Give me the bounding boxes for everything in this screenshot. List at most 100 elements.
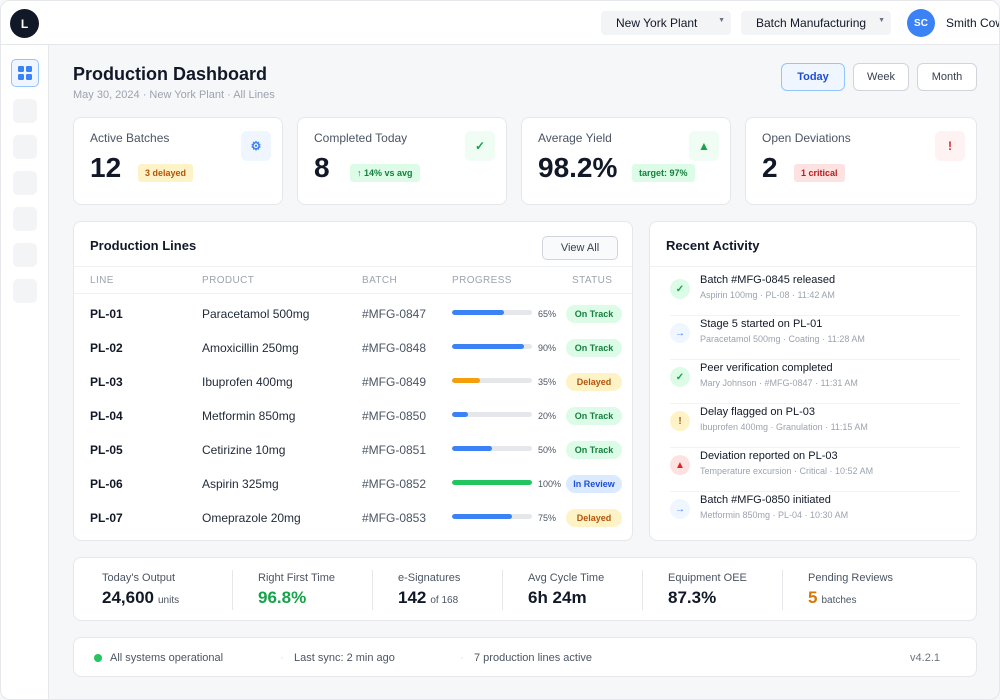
table-row[interactable]: PL-06 Aspirin 325mg #MFG-0852 100% In Review — [74, 466, 632, 500]
activity-item[interactable]: ✓ Batch #MFG-0845 released Aspirin 100mg ·… — [670, 272, 960, 316]
stat-value: 2 — [762, 152, 778, 183]
table-row[interactable]: PL-04 Metformin 850mg #MFG-0850 20% On Track — [74, 398, 632, 432]
activity-item[interactable]: ! Delay flagged on PL-03 Ibuprofen 400mg ·… — [670, 404, 960, 448]
production-lines-panel: Production Lines View All LINE PRODUCT B… — [73, 221, 633, 541]
progress-bar — [452, 344, 532, 349]
mode-select-value: Batch Manufacturing — [756, 16, 867, 30]
progress-percent: 75% — [538, 513, 557, 523]
table-row[interactable]: PL-07 Omeprazole 20mg #MFG-0853 75% Delayed — [74, 500, 632, 534]
activity-item[interactable]: → Batch #MFG-0850 initiated Metformin 850m… — [670, 492, 960, 536]
stat-card-open-deviations[interactable]: Open Deviations 2 1 critical ! — [745, 117, 977, 205]
cell-batch[interactable]: #MFG-0853 — [362, 511, 427, 525]
cell-batch[interactable]: #MFG-0850 — [362, 409, 427, 423]
status-bar: All systems operational · Last sync: 2 m… — [73, 637, 977, 677]
status-badge: In Review — [566, 475, 622, 493]
user-name[interactable]: Smith Cow — [946, 16, 1000, 30]
chevron-down-icon: ▼ — [878, 17, 885, 24]
cell-product: Cetirizine 10mg — [202, 443, 286, 457]
cell-product: Amoxicillin 250mg — [202, 341, 299, 355]
divider — [502, 570, 503, 610]
cell-line: PL-01 — [90, 307, 123, 321]
stat-card-active-batches[interactable]: Active Batches 12 3 delayed ⚙ — [73, 117, 283, 205]
cell-batch[interactable]: #MFG-0847 — [362, 307, 427, 321]
stat-pill: 3 delayed — [138, 164, 194, 182]
cell-batch[interactable]: #MFG-0851 — [362, 443, 427, 457]
stat-card-completed-today[interactable]: Completed Today 8 ↑ 14% vs avg ✓ — [297, 117, 507, 205]
metric-number: 87.3% — [668, 588, 717, 607]
progress-fill — [452, 514, 512, 519]
activity-title: Stage 5 started on PL-01 — [700, 318, 823, 330]
table-row[interactable]: PL-01 Paracetamol 500mg #MFG-0847 65% On Tra… — [74, 296, 632, 330]
sidebar-item-2[interactable] — [13, 99, 37, 123]
cell-batch[interactable]: #MFG-0849 — [362, 375, 427, 389]
stat-value: 12 — [90, 152, 122, 183]
separator: · — [280, 652, 284, 664]
metric-pending-reviews[interactable]: Pending Reviews 5 batches — [808, 572, 893, 608]
stat-pill: 1 critical — [794, 164, 845, 182]
page-subtitle: May 30, 2024 · New York Plant · All Line… — [73, 89, 275, 101]
range-week-button[interactable]: Week — [853, 63, 909, 91]
view-all-button[interactable]: View All — [542, 236, 618, 260]
status-badge: Delayed — [566, 509, 622, 527]
cell-product: Ibuprofen 400mg — [202, 375, 293, 389]
metric-number: 24,600 — [102, 588, 154, 607]
cell-batch[interactable]: #MFG-0848 — [362, 341, 427, 355]
cell-product: Omeprazole 20mg — [202, 511, 301, 525]
progress-bar — [452, 446, 532, 451]
column-header-batch[interactable]: BATCH — [362, 275, 398, 286]
progress-fill — [452, 378, 480, 383]
stat-label: Average Yield — [538, 131, 612, 145]
table-row[interactable]: PL-02 Amoxicillin 250mg #MFG-0848 90% On Tra… — [74, 330, 632, 364]
cell-line: PL-07 — [90, 511, 123, 525]
chevron-down-icon: ▼ — [718, 17, 725, 24]
progress-fill — [452, 344, 524, 349]
cell-line: PL-05 — [90, 443, 123, 457]
activity-item[interactable]: → Stage 5 started on PL-01 Paracetamol 500… — [670, 316, 960, 360]
column-header-status[interactable]: STATUS — [572, 275, 613, 286]
sidebar-item-6[interactable] — [13, 243, 37, 267]
sidebar-item-5[interactable] — [13, 207, 37, 231]
activity-item[interactable]: ✓ Peer verification completed Mary Johnson… — [670, 360, 960, 404]
progress-bar — [452, 514, 532, 519]
plant-select-value: New York Plant — [616, 16, 698, 30]
metric-right-first-time: Right First Time 96.8% — [258, 572, 335, 608]
progress-percent: 90% — [538, 343, 557, 353]
stat-value: 98.2% — [538, 152, 618, 183]
column-header-line[interactable]: LINE — [90, 275, 114, 286]
activity-title: Peer verification completed — [700, 362, 833, 374]
range-today-button[interactable]: Today — [781, 63, 845, 91]
cell-line: PL-04 — [90, 409, 123, 423]
activity-title: Batch #MFG-0845 released — [700, 274, 836, 286]
stat-card-average-yield[interactable]: Average Yield 98.2% target: 97% ▲ — [521, 117, 731, 205]
metric-value: 5 batches — [808, 588, 893, 608]
sidebar-item-dashboard[interactable] — [11, 59, 39, 87]
mode-select[interactable]: Batch Manufacturing ▼ — [741, 11, 891, 35]
activity-item[interactable]: ▲ Deviation reported on PL-03 Temperature … — [670, 448, 960, 492]
progress-fill — [452, 446, 492, 451]
metric-label: Right First Time — [258, 572, 336, 584]
metric-value: 6h 24m — [528, 588, 604, 608]
status-dot-icon — [94, 654, 102, 662]
avatar[interactable]: SC — [907, 9, 935, 37]
divider — [650, 266, 976, 267]
app-logo[interactable]: L — [10, 9, 39, 38]
sidebar-item-7[interactable] — [13, 279, 37, 303]
divider — [232, 570, 233, 610]
metric-e-signatures: e-Signatures 142 of 168 — [398, 572, 460, 608]
divider — [372, 570, 373, 610]
sidebar-item-3[interactable] — [13, 135, 37, 159]
check-icon: ✓ — [465, 131, 495, 161]
range-month-button[interactable]: Month — [917, 63, 977, 91]
metric-label: e-Signatures — [398, 572, 461, 584]
alert-icon: ! — [935, 131, 965, 161]
table-row[interactable]: PL-05 Cetirizine 10mg #MFG-0851 50% On Track — [74, 432, 632, 466]
status-badge: On Track — [566, 441, 622, 459]
table-row[interactable]: PL-03 Ibuprofen 400mg #MFG-0849 35% Delayed — [74, 364, 632, 398]
column-header-product[interactable]: PRODUCT — [202, 275, 255, 286]
column-header-progress[interactable]: PROGRESS — [452, 275, 512, 286]
progress-fill — [452, 412, 468, 417]
activity-title: Delay flagged on PL-03 — [700, 406, 815, 418]
sidebar-item-4[interactable] — [13, 171, 37, 195]
cell-batch[interactable]: #MFG-0852 — [362, 477, 427, 491]
plant-select[interactable]: New York Plant ▼ — [601, 11, 731, 35]
